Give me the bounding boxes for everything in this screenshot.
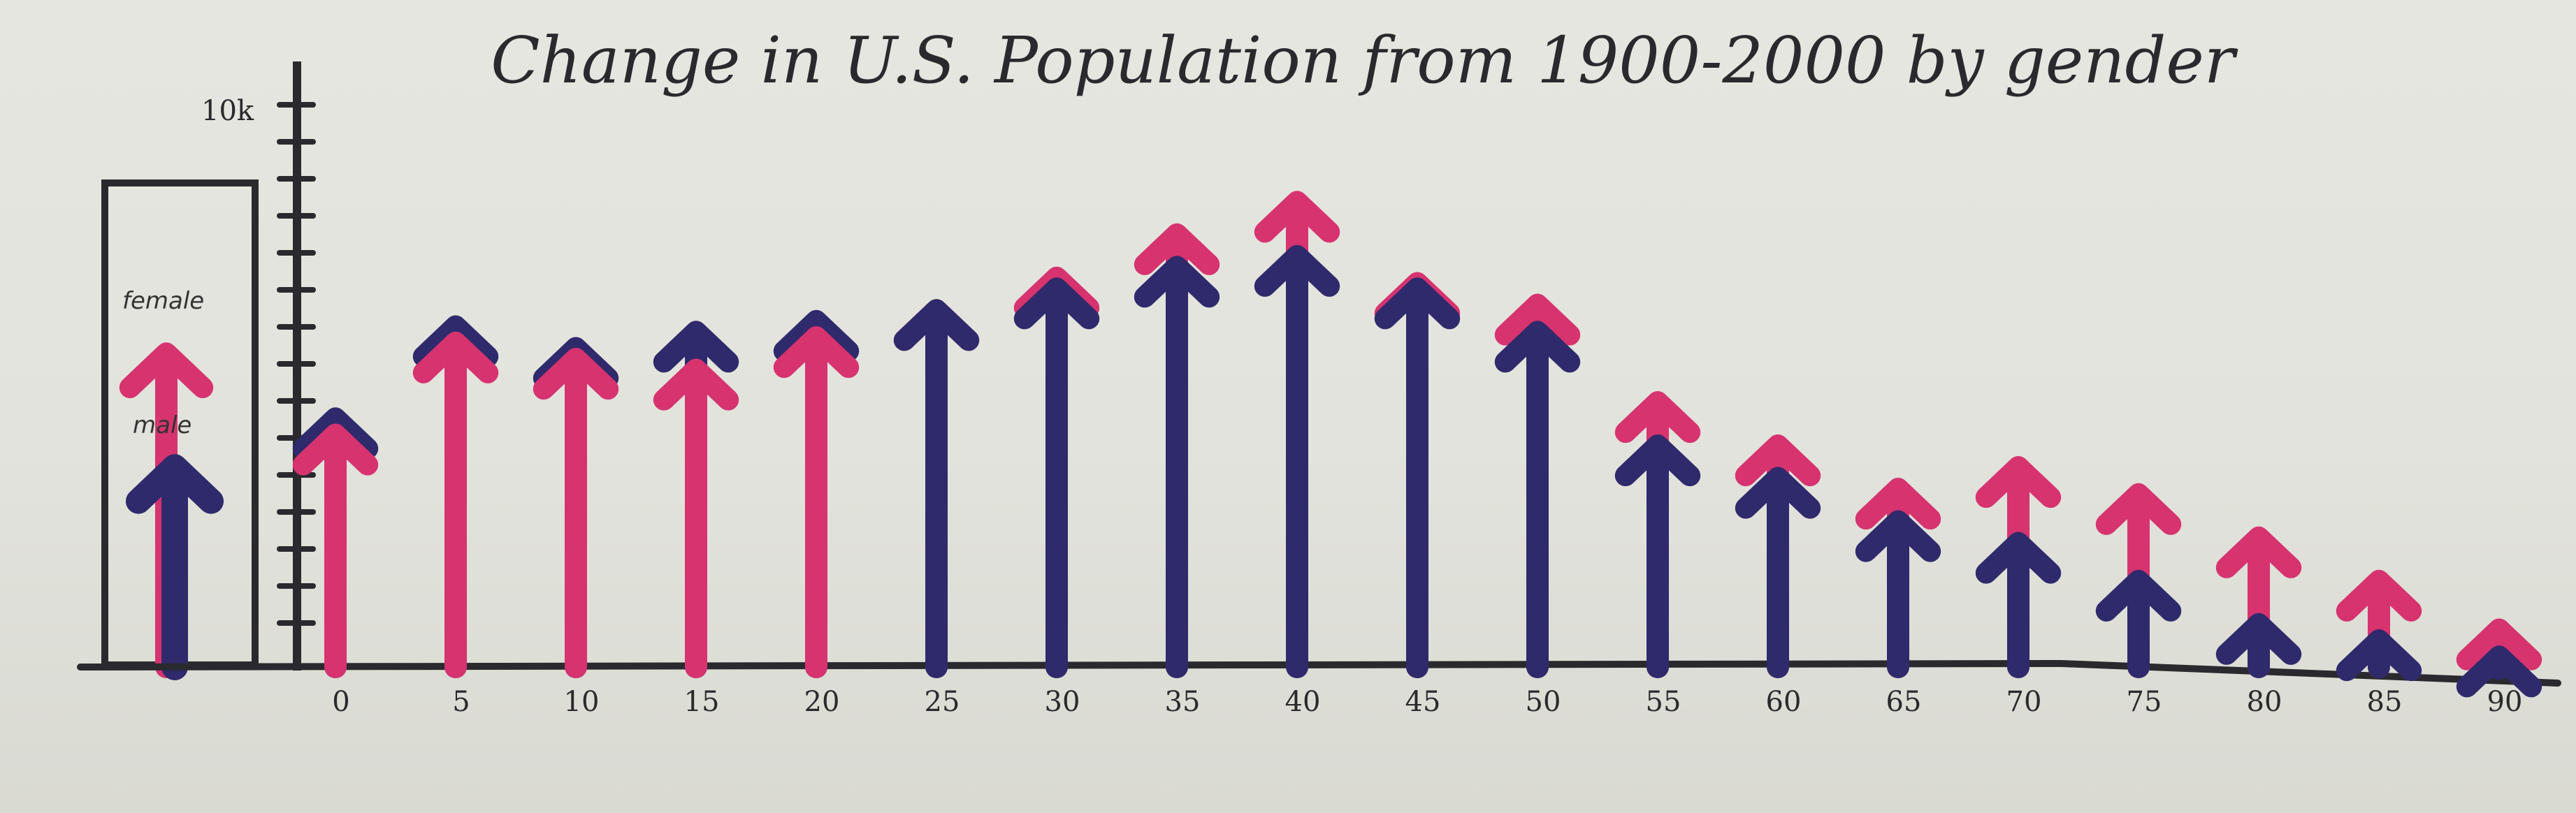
x-tick-label: 55 [1646,686,1681,718]
bar-male [1855,510,1941,678]
bar-male [1374,277,1461,678]
bar-female [533,348,619,678]
bar-male [1013,277,1100,678]
x-tick-label: 35 [1165,686,1201,718]
x-tick-label: 10 [564,686,600,718]
bar-female [653,358,739,678]
bar-male [1735,467,1821,678]
x-tick-label: 20 [804,686,840,718]
legend: female male [101,180,259,680]
bar-male [1975,532,2062,678]
legend-male-arrow [125,454,224,680]
legend-male-arrow-shape [125,454,224,680]
x-tick-label: 30 [1045,686,1080,718]
bar-male [1254,244,1340,678]
x-tick-label: 75 [2127,686,2162,718]
bar-male [2456,645,2542,698]
x-tick-label: 65 [1886,686,1922,718]
x-tick-label: 45 [1405,686,1441,718]
x-tick-label: 25 [925,686,960,718]
bar-male [1494,321,1581,678]
x-tick-label: 0 [332,686,349,718]
legend-female-label: female [122,287,204,315]
bar-male [893,299,980,678]
x-tick-label: 80 [2247,686,2282,718]
x-tick-label: 15 [684,686,720,718]
x-tick-label: 70 [2006,686,2042,718]
x-tick-label: 50 [1526,686,1561,718]
y-axis: 10k [201,61,316,671]
chart-title: Change in U.S. Population from 1900-2000… [491,23,2238,98]
x-tick-labels: 0 5 10 15 20 25 30 35 40 45 50 55 60 65 70 75 80 85 90 [332,686,2522,718]
bar-female [412,331,499,678]
bar-female [773,326,860,678]
bars-group [292,191,2542,698]
bar-male [2336,629,2422,682]
bar-male [2095,569,2182,678]
bar-male [2215,613,2302,678]
legend-male-label: male [133,411,191,439]
x-tick-label: 60 [1766,686,1802,718]
x-tick-label: 85 [2367,686,2403,718]
y-axis-max-label: 10k [201,95,254,127]
x-tick-label: 90 [2487,686,2523,718]
x-tick-label: 40 [1285,686,1321,718]
bar-male [1614,434,1701,678]
x-tick-label: 5 [452,686,470,718]
bar-female [292,423,379,678]
bar-male [1134,256,1220,678]
